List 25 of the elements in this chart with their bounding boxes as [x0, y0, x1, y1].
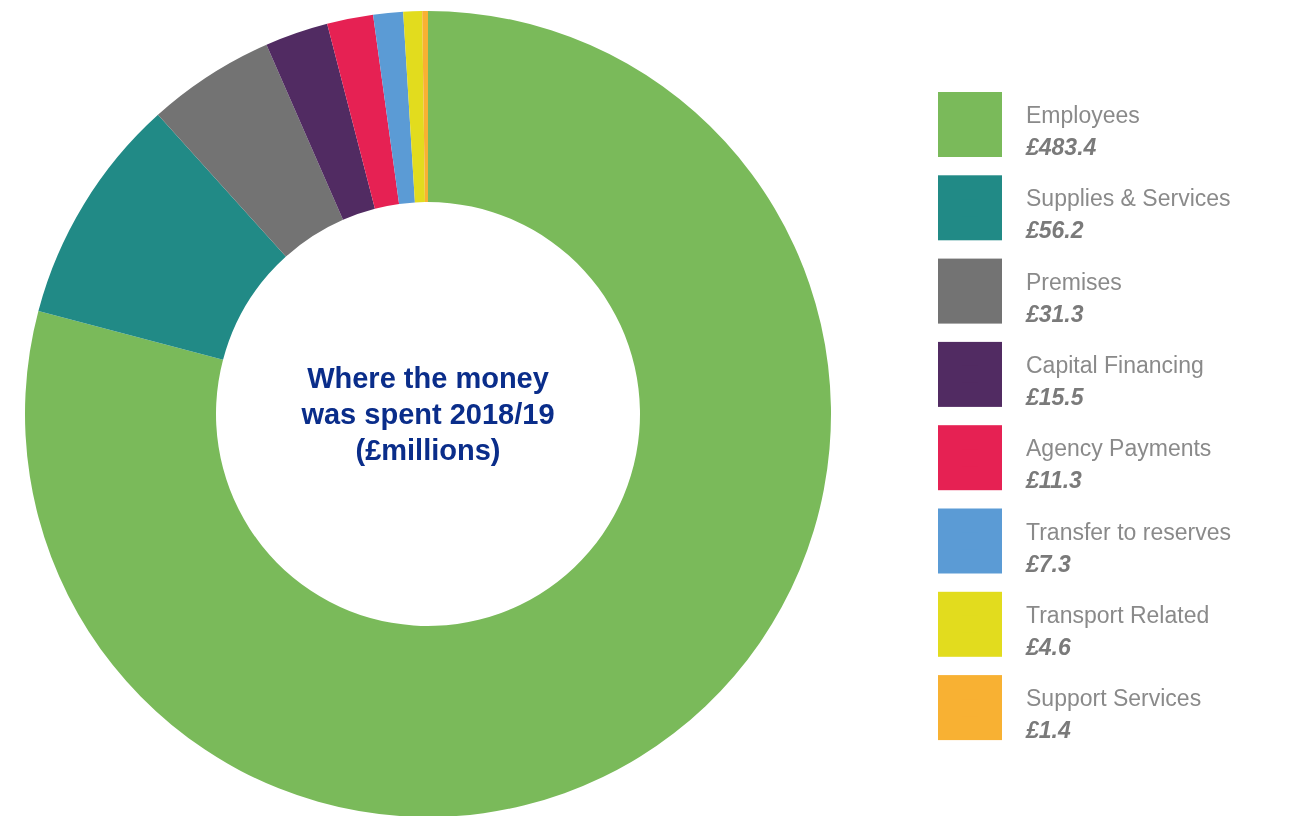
legend-label: Transport Related: [1026, 601, 1210, 628]
legend-label: Support Services: [1026, 685, 1202, 712]
donut-slice: [422, 11, 428, 203]
donut-slice: [38, 114, 286, 360]
data-label: £11.3: [1025, 467, 1083, 494]
data-label: £56.2: [1025, 217, 1084, 244]
legend-label: Transfer to reserves: [1026, 518, 1231, 545]
donut-slice: [157, 44, 344, 257]
legend-label: Agency Payments: [1026, 435, 1212, 462]
data-label: £4.6: [1025, 633, 1071, 660]
legend-label: Employees: [1026, 102, 1140, 128]
donut-slice: [373, 11, 415, 204]
donut-slice: [266, 23, 375, 220]
donut-slice: [403, 11, 425, 203]
data-label: £1.4: [1025, 717, 1071, 744]
donut-slice: [327, 14, 400, 209]
text: Where the money was spent 2018/19 (£millions): [300, 362, 555, 466]
donut-slice: [25, 11, 831, 816]
data-label: £7.3: [1025, 550, 1071, 577]
data-label: £15.5: [1025, 383, 1085, 410]
legend-label: Premises: [1026, 268, 1122, 295]
legend-label: Supplies & Services: [1026, 185, 1231, 212]
data-label: £31.3: [1025, 300, 1084, 327]
data-label: £483.4: [1025, 134, 1097, 160]
legend-label: Capital Financing: [1026, 351, 1204, 378]
